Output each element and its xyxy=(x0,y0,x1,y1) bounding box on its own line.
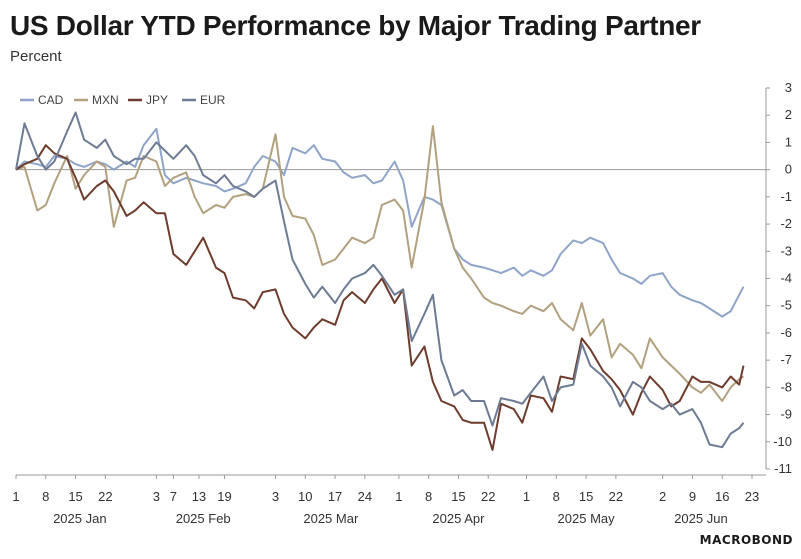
y-tick-label: -1 xyxy=(780,189,792,204)
x-tick-label: 22 xyxy=(481,489,495,504)
x-tick-label: 8 xyxy=(425,489,432,504)
x-tick-label: 7 xyxy=(170,489,177,504)
x-tick-label: 16 xyxy=(715,489,729,504)
x-tick-label: 3 xyxy=(272,489,279,504)
x-tick-label: 23 xyxy=(745,489,759,504)
x-month-label: 2025 May xyxy=(558,511,616,526)
legend-label-eur: EUR xyxy=(200,93,226,107)
y-tick-label: 1 xyxy=(785,134,792,149)
x-tick-label: 15 xyxy=(68,489,82,504)
legend-label-mxn: MXN xyxy=(92,93,119,107)
legend-label-cad: CAD xyxy=(38,93,64,107)
y-tick-label: -3 xyxy=(780,243,792,258)
x-tick-label: 24 xyxy=(358,489,372,504)
brand-text: MACROBOND xyxy=(699,533,793,547)
x-month-label: 2025 Apr xyxy=(432,511,485,526)
x-month-label: 2025 Jun xyxy=(674,511,728,526)
x-month-label: 2025 Feb xyxy=(176,511,231,526)
y-tick-label: -2 xyxy=(780,216,792,231)
legend-label-jpy: JPY xyxy=(146,93,168,107)
chart-title: US Dollar YTD Performance by Major Tradi… xyxy=(10,10,701,41)
y-tick-label: 3 xyxy=(785,80,792,95)
y-tick-label: -7 xyxy=(780,352,792,367)
x-tick-label: 3 xyxy=(153,489,160,504)
x-tick-label: 10 xyxy=(298,489,312,504)
brand-logo: MACROBOND xyxy=(700,533,793,547)
x-tick-label: 15 xyxy=(451,489,465,504)
x-tick-label: 15 xyxy=(579,489,593,504)
x-tick-label: 2 xyxy=(659,489,666,504)
x-tick-label: 1 xyxy=(395,489,402,504)
x-tick-label: 8 xyxy=(553,489,560,504)
y-tick-label: -8 xyxy=(780,379,792,394)
y-tick-label: -10 xyxy=(773,434,792,449)
x-month-label: 2025 Mar xyxy=(303,511,359,526)
y-tick-label: -5 xyxy=(780,298,792,313)
x-month-label: 2025 Jan xyxy=(53,511,107,526)
y-tick-label: -11 xyxy=(774,461,792,476)
x-tick-label: 9 xyxy=(689,489,696,504)
series-line-jpy xyxy=(15,144,745,451)
y-tick-label: -4 xyxy=(780,271,792,286)
x-tick-label: 13 xyxy=(192,489,206,504)
y-tick-label: 2 xyxy=(785,107,792,122)
series-line-mxn xyxy=(15,125,745,402)
x-tick-label: 22 xyxy=(609,489,623,504)
y-tick-label: -6 xyxy=(780,325,792,340)
x-tick-label: 22 xyxy=(98,489,112,504)
x-tick-label: 17 xyxy=(328,489,342,504)
x-tick-label: 19 xyxy=(217,489,231,504)
series-line-cad xyxy=(15,127,745,318)
chart-subtitle: Percent xyxy=(10,48,62,65)
series-line-eur xyxy=(15,111,745,449)
y-tick-label: 0 xyxy=(785,162,792,177)
x-tick-label: 1 xyxy=(12,489,19,504)
y-tick-label: -9 xyxy=(780,407,792,422)
x-tick-label: 8 xyxy=(42,489,49,504)
x-tick-label: 1 xyxy=(523,489,530,504)
